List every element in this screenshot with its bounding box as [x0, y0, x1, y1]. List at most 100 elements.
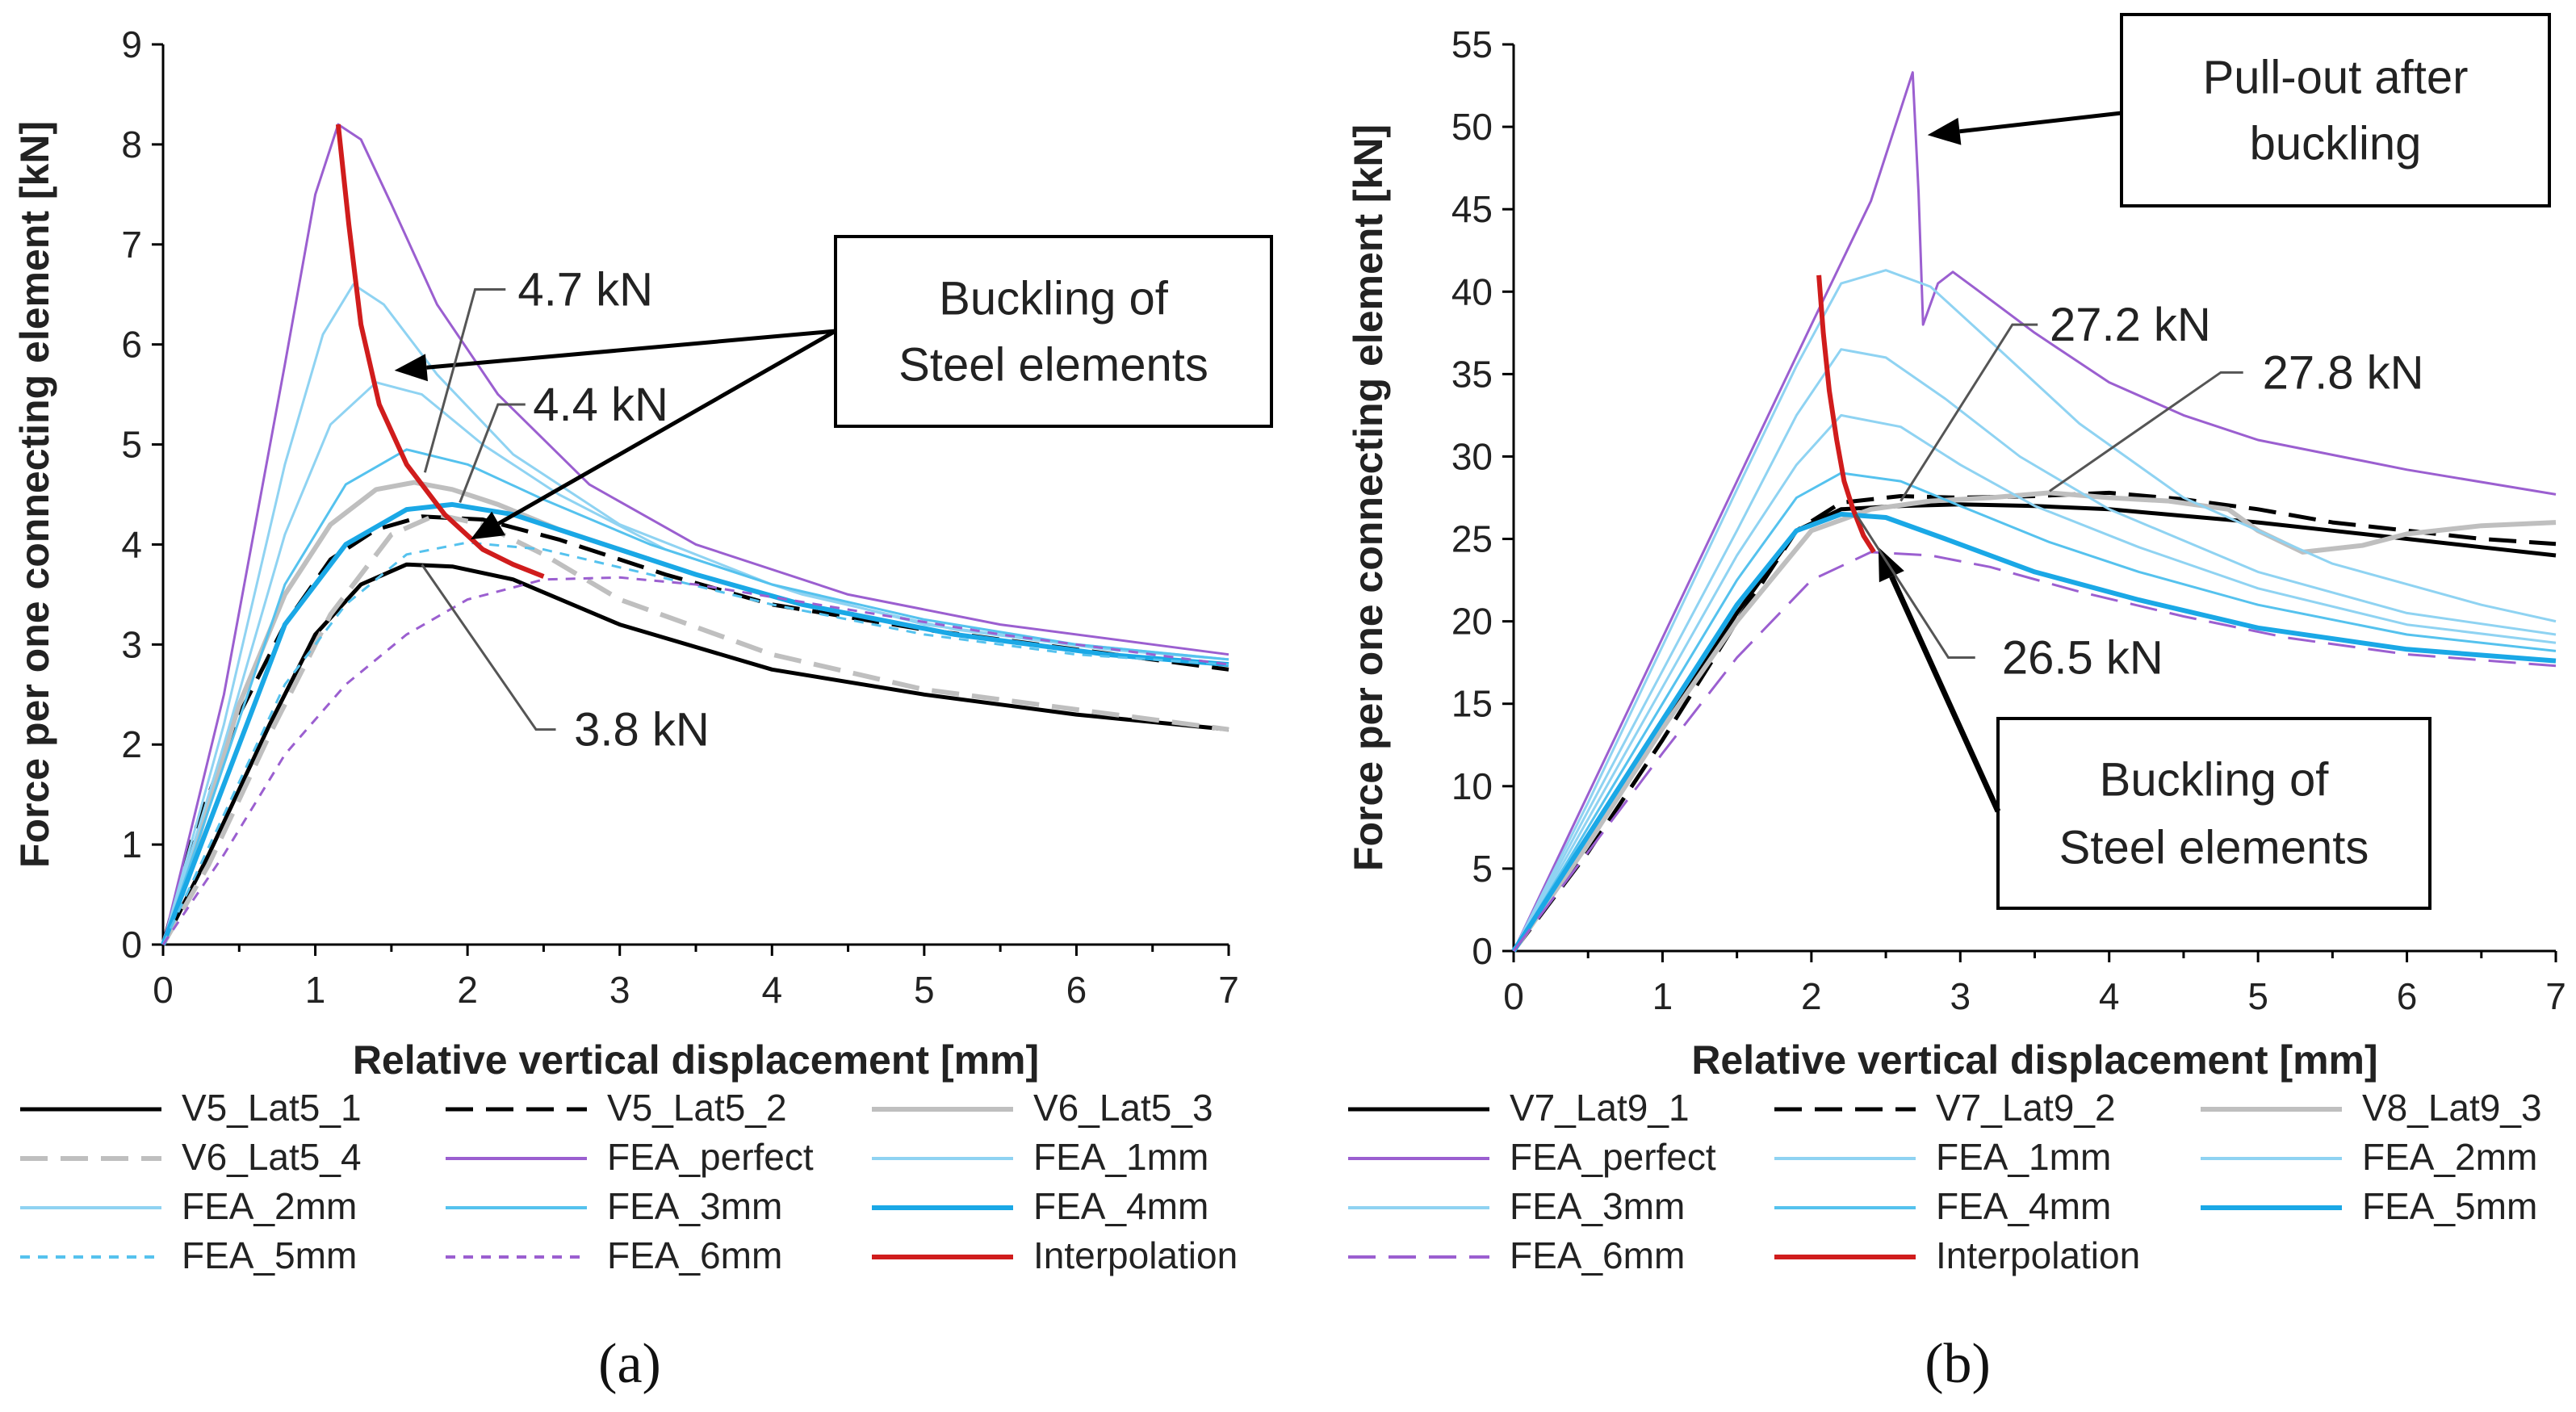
legend-label-v5-lat5-2: V5_Lat5_2 — [607, 1087, 787, 1129]
y-tick-label: 55 — [1451, 23, 1493, 65]
leader-4-7 — [423, 288, 506, 473]
panel-label: (a) — [598, 1333, 661, 1395]
arrow-buckling-upper-head — [394, 354, 428, 382]
y-tick-label: 0 — [1472, 930, 1493, 972]
y-tick-label: 0 — [121, 924, 142, 966]
series-line-fea-6mm — [1512, 551, 2557, 952]
legend-label-fea-5mm: FEA_5mm — [2362, 1185, 2537, 1227]
x-tick-label: 2 — [1801, 975, 1822, 1017]
legend-label-fea-6mm: FEA_6mm — [1510, 1234, 1685, 1276]
annotation-label-26-5: 26.5 kN — [2002, 632, 2163, 685]
legend-label-fea-1mm: FEA_1mm — [1936, 1136, 2111, 1178]
leader-26-5 — [1854, 513, 1975, 660]
y-tick-label: 10 — [1451, 765, 1493, 807]
series-line-fea-2mm — [161, 381, 1229, 945]
annotation-label-4-7: 4.7 kN — [517, 264, 653, 316]
series-line-fea-5mm — [1511, 511, 2557, 953]
y-tick-label: 8 — [121, 124, 142, 166]
annotation-label-3-8: 3.8 kN — [574, 704, 710, 756]
legend-label-fea-2mm: FEA_2mm — [182, 1185, 357, 1227]
y-axis-title: Force per one connecting element [kN] — [1346, 124, 1391, 871]
y-tick-label: 15 — [1451, 683, 1493, 725]
x-tick-label: 7 — [1218, 969, 1239, 1011]
x-tick-label: 1 — [305, 969, 326, 1011]
legend-label-interpolation: Interpolation — [1033, 1234, 1238, 1276]
series-line-fea-5mm — [161, 541, 1229, 945]
x-tick-label: 1 — [1652, 975, 1673, 1017]
legend-label-v7-lat9-2: V7_Lat9_2 — [1936, 1087, 2116, 1129]
legend-label-fea-4mm: FEA_4mm — [1033, 1185, 1208, 1227]
callout-box-buckling — [834, 235, 1273, 428]
legend-label-fea-1mm: FEA_1mm — [1033, 1136, 1208, 1178]
legend-label-v7-lat9-1: V7_Lat9_1 — [1510, 1087, 1690, 1129]
callout-box-buckling-b-text: Buckling of — [2100, 754, 2330, 807]
arrow-buckling-lower-head — [470, 511, 506, 540]
x-tick-label: 0 — [153, 969, 174, 1011]
y-tick-label: 5 — [121, 424, 142, 466]
series-line-interpolation — [335, 124, 545, 579]
legend-label-fea-2mm: FEA_2mm — [2362, 1136, 2537, 1178]
x-tick-label: 4 — [2099, 975, 2120, 1017]
y-tick-label: 5 — [1472, 848, 1493, 890]
y-tick-label: 1 — [121, 823, 142, 865]
legend-label-v8-lat9-3: V8_Lat9_3 — [2362, 1087, 2542, 1129]
x-tick-label: 4 — [761, 969, 782, 1011]
y-tick-label: 30 — [1451, 435, 1493, 477]
annotation-label-27-2: 27.2 kN — [2050, 299, 2211, 351]
panel-label: (b) — [1925, 1333, 1991, 1395]
callout-box-buckling-b — [1996, 717, 2431, 910]
series-line-fea-perfect — [161, 123, 1229, 945]
legend-label-fea-5mm: FEA_5mm — [182, 1234, 357, 1276]
callout-box-pullout-text: buckling — [2250, 118, 2422, 170]
annotation-label-4-4: 4.4 kN — [533, 379, 668, 431]
series-line-fea-3mm — [161, 448, 1229, 945]
arrow-buckling-upper-shaft — [426, 329, 836, 370]
series-line-fea-4mm — [1512, 471, 2557, 952]
leader-27-2 — [1900, 323, 2038, 502]
legend-label-interpolation: Interpolation — [1936, 1234, 2140, 1276]
x-tick-label: 6 — [2397, 975, 2418, 1017]
y-tick-label: 7 — [121, 224, 142, 266]
y-tick-label: 4 — [121, 523, 142, 565]
series-line-fea-perfect — [1512, 71, 2557, 952]
series-line-fea-2mm — [1512, 348, 2557, 952]
legend-label-v6-lat5-4: V6_Lat5_4 — [182, 1136, 362, 1178]
arrow-buckling-b-head — [1878, 547, 1904, 583]
series-line-fea-3mm — [1512, 413, 2557, 952]
legend-label-fea-4mm: FEA_4mm — [1936, 1185, 2111, 1227]
annotation-label-27-8: 27.8 kN — [2263, 346, 2424, 399]
callout-box-buckling-text: Buckling of — [939, 273, 1169, 325]
x-tick-label: 0 — [1503, 975, 1524, 1017]
x-axis-title: Relative vertical displacement [mm] — [353, 1037, 1039, 1083]
y-tick-label: 20 — [1451, 601, 1493, 643]
arrow-pullout-shaft — [1959, 111, 2122, 134]
y-tick-label: 3 — [121, 623, 142, 665]
x-tick-label: 6 — [1066, 969, 1087, 1011]
series-line-v7-lat9-2 — [1512, 490, 2557, 953]
series-line-fea-1mm — [1512, 269, 2557, 952]
x-tick-label: 3 — [1950, 975, 1971, 1017]
y-tick-label: 45 — [1451, 188, 1493, 230]
x-axis-title: Relative vertical displacement [mm] — [1691, 1037, 2377, 1083]
series-line-interpolation — [1816, 274, 1876, 554]
x-tick-label: 5 — [2247, 975, 2268, 1017]
x-tick-label: 2 — [457, 969, 478, 1011]
y-tick-label: 35 — [1451, 353, 1493, 395]
arrow-pullout-head — [1927, 117, 1962, 145]
callout-box-buckling-text: Steel elements — [898, 339, 1208, 392]
leader-4-4 — [459, 403, 526, 503]
arrow-buckling-lower-shaft — [497, 329, 837, 526]
y-tick-label: 50 — [1451, 106, 1493, 148]
legend-label-fea-perfect: FEA_perfect — [607, 1136, 814, 1178]
callout-box-pullout-text: Pull-out after — [2203, 52, 2469, 104]
x-tick-label: 7 — [2545, 975, 2566, 1017]
x-tick-label: 3 — [609, 969, 630, 1011]
legend-label-fea-3mm: FEA_3mm — [1510, 1185, 1685, 1227]
leader-27-8 — [2049, 371, 2243, 492]
y-tick-label: 25 — [1451, 518, 1493, 560]
y-axis-title: Force per one connecting element [kN] — [12, 121, 57, 868]
y-tick-label: 40 — [1451, 270, 1493, 312]
legend-label-fea-6mm: FEA_6mm — [607, 1234, 782, 1276]
